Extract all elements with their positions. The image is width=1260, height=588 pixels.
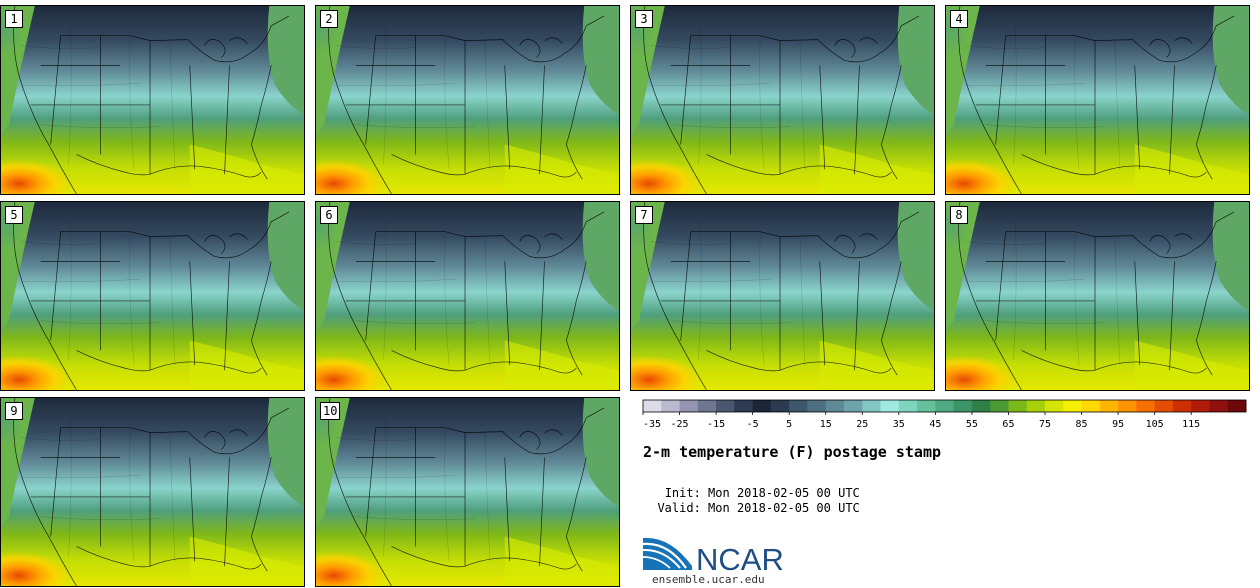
member-number: 1 — [5, 10, 23, 28]
colorbar-swatch — [734, 400, 754, 412]
colorbar-swatch — [1026, 400, 1046, 412]
valid-label: Valid: — [657, 501, 701, 515]
member-panel-2: 2 — [315, 5, 620, 195]
colorbar-tick-label: 95 — [1112, 419, 1124, 430]
member-number: 10 — [320, 402, 341, 420]
colorbar-swatch — [697, 400, 717, 412]
member-number: 6 — [320, 206, 338, 224]
colorbar-swatch — [752, 400, 772, 412]
member-panel-7: 7 — [630, 201, 935, 391]
member-number: 7 — [635, 206, 653, 224]
colorbar-tick-label: 65 — [1002, 419, 1014, 430]
colorbar-tick-label: 5 — [786, 419, 792, 430]
member-number: 5 — [5, 206, 23, 224]
colorbar-swatch — [862, 400, 881, 412]
member-number: 8 — [950, 206, 968, 224]
colorbar-swatch — [1099, 400, 1119, 412]
colorbar-swatch — [971, 400, 991, 412]
colorbar-swatch — [716, 400, 735, 412]
colorbar-tick-label: 115 — [1182, 419, 1200, 430]
colorbar-swatch — [898, 400, 918, 412]
colorbar-swatch — [661, 400, 680, 412]
colorbar-tick-label: 35 — [893, 419, 905, 430]
colorbar-swatch — [825, 400, 845, 412]
temperature-map — [1, 6, 304, 194]
svg-text:NCAR: NCAR — [696, 542, 784, 576]
colorbar-tick-label: -15 — [707, 419, 725, 430]
temperature-colorbar: -35 -25 -15 -5 5 15 25 35 45 55 65 75 85 95 105 115 — [642, 399, 1247, 430]
colorbar-swatch — [1191, 400, 1210, 412]
colorbar-swatch — [1227, 400, 1247, 412]
temperature-map — [1, 398, 304, 586]
valid-value: Mon 2018-02-05 00 UTC — [708, 501, 860, 515]
ncar-logo: NCAR — [642, 537, 784, 576]
colorbar-tick-label: 85 — [1076, 419, 1088, 430]
member-number: 9 — [5, 402, 23, 420]
colorbar-swatch — [1136, 400, 1156, 412]
colorbar-swatch — [844, 400, 863, 412]
colorbar-swatch — [679, 400, 699, 412]
colorbar-swatch — [770, 400, 790, 412]
init-label: Init: — [664, 486, 701, 500]
colorbar-swatch — [1008, 400, 1028, 412]
colorbar-tick-label: -5 — [747, 419, 759, 430]
member-panel-5: 5 — [0, 201, 305, 391]
colorbar-tick-label: 75 — [1039, 419, 1051, 430]
member-panel-6: 6 — [315, 201, 620, 391]
colorbar-frame — [642, 399, 1247, 413]
colorbar-swatch — [1209, 400, 1229, 412]
colorbar-tick-label: -35 — [643, 419, 661, 430]
colorbar-swatch — [990, 400, 1009, 412]
colorbar-tick-label: 55 — [966, 419, 978, 430]
member-number: 3 — [635, 10, 653, 28]
colorbar-swatch — [789, 400, 808, 412]
colorbar-tick-label: 25 — [856, 419, 868, 430]
member-panel-10: 10 — [315, 397, 620, 587]
colorbar-tick-label: 45 — [929, 419, 941, 430]
temperature-map — [316, 6, 619, 194]
colorbar-tick-label: 15 — [820, 419, 832, 430]
colorbar-swatch — [1081, 400, 1101, 412]
colorbar-swatch — [1045, 400, 1064, 412]
colorbar-swatch — [1063, 400, 1082, 412]
member-number: 4 — [950, 10, 968, 28]
colorbar-tick-label: 105 — [1146, 419, 1164, 430]
colorbar-swatch — [1118, 400, 1137, 412]
temperature-map — [1, 202, 304, 390]
temperature-map — [946, 6, 1249, 194]
member-number: 2 — [320, 10, 338, 28]
ncar-url: ensemble.ucar.edu — [652, 573, 765, 586]
temperature-map — [631, 6, 934, 194]
member-panel-1: 1 — [0, 5, 305, 195]
temperature-map — [316, 202, 619, 390]
temperature-map — [316, 398, 619, 586]
init-time: Init: Mon 2018-02-05 00 UTC — [643, 472, 860, 500]
chart-title: 2-m temperature (F) postage stamp — [643, 443, 942, 461]
valid-time: Valid: Mon 2018-02-05 00 UTC — [643, 487, 860, 515]
colorbar-swatch — [1154, 400, 1174, 412]
colorbar-swatch — [935, 400, 955, 412]
temperature-map — [946, 202, 1249, 390]
temperature-map — [631, 202, 934, 390]
colorbar-swatch — [917, 400, 936, 412]
colorbar-swatch — [880, 400, 900, 412]
init-value: Mon 2018-02-05 00 UTC — [708, 486, 860, 500]
colorbar-swatch — [807, 400, 827, 412]
colorbar-tick-label: -25 — [671, 419, 689, 430]
colorbar-swatch — [953, 400, 973, 412]
member-panel-4: 4 — [945, 5, 1250, 195]
member-panel-9: 9 — [0, 397, 305, 587]
member-panel-3: 3 — [630, 5, 935, 195]
member-panel-8: 8 — [945, 201, 1250, 391]
colorbar-swatch — [1172, 400, 1192, 412]
colorbar-swatch — [643, 400, 662, 412]
